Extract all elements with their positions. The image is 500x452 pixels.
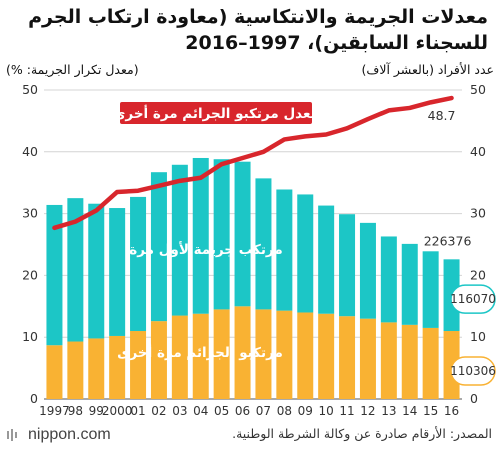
y-right-tick-label: 50 (470, 82, 486, 97)
right-axis-unit: (معدل تكرار الجريمة: %) (6, 62, 139, 77)
first-time-series-label: مرتكب جريمة لأول مرة (129, 241, 282, 258)
total-value-label: 226376 (424, 233, 472, 248)
y-left-tick-label: 30 (22, 206, 38, 221)
repeat-value-pill-border (450, 356, 496, 386)
bar-repeat-offenders (297, 312, 314, 399)
bar-repeat-offenders (401, 324, 418, 399)
bar-repeat-offenders (234, 306, 251, 399)
bar-first-time-offenders (234, 161, 251, 307)
rate-line (52, 95, 454, 231)
x-tick-label: 05 (214, 404, 229, 418)
bar-repeat-offenders (422, 327, 439, 399)
bar-first-time-offenders (192, 157, 209, 314)
repeat-value-pill-text: 110306 (450, 364, 496, 378)
y-left-tick-label: 20 (22, 267, 38, 282)
y-right-tick-label: 10 (470, 329, 486, 344)
x-tick-label: 13 (381, 404, 396, 418)
first-time-value-pill-text: 116070 (450, 292, 496, 306)
bar-first-time-offenders (339, 214, 356, 317)
x-tick-label: 03 (172, 404, 187, 418)
bar-repeat-offenders (255, 309, 272, 399)
y-right-tick-label: 40 (470, 144, 486, 159)
x-tick-label: 98 (68, 404, 83, 418)
x-tick-label: 16 (444, 404, 459, 418)
bar-repeat-offenders (150, 321, 167, 399)
x-tick-label: 09 (298, 404, 313, 418)
bar-first-time-offenders (422, 251, 439, 328)
x-tick-label: 99 (89, 404, 104, 418)
bar-first-time-offenders (67, 198, 84, 342)
x-tick-label: 02 (151, 404, 166, 418)
x-tick-label: 14 (402, 404, 417, 418)
bar-first-time-offenders (171, 164, 188, 316)
bar-repeat-offenders (213, 309, 230, 399)
y-right-tick-label: 30 (470, 206, 486, 221)
brand-icon (7, 429, 17, 441)
bar-first-time-offenders (255, 178, 272, 310)
x-tick-label: 2000 (102, 404, 133, 418)
brand-text: nippon.com (28, 426, 111, 443)
y-left-tick-label: 50 (22, 82, 38, 97)
x-tick-label: 07 (256, 404, 271, 418)
bar-first-time-offenders (213, 159, 230, 310)
repeat-value-pill: 110306 (450, 356, 496, 386)
x-tick-label: 10 (319, 404, 334, 418)
bar-first-time-offenders (318, 205, 335, 314)
bar-repeat-offenders (130, 331, 147, 399)
bar-first-time-offenders (380, 236, 397, 323)
bar-first-time-offenders (359, 222, 376, 319)
x-tick-label: 12 (360, 404, 375, 418)
bar-first-time-offenders (297, 194, 314, 313)
bar-first-time-offenders (130, 196, 147, 332)
x-tick-label: 15 (423, 404, 438, 418)
source-note: المصدر: الأرقام صادرة عن وكالة الشرطة ال… (232, 426, 492, 441)
rate-value-label: 48.7 (428, 108, 456, 123)
bar-repeat-offenders (318, 313, 335, 399)
y-right-tick-label: 20 (470, 267, 486, 282)
bar-repeat-offenders (380, 322, 397, 399)
bar-first-time-offenders (150, 172, 167, 322)
bar-repeat-offenders (109, 335, 126, 399)
x-tick-label: 11 (339, 404, 354, 418)
bar-repeat-offenders (88, 338, 105, 399)
first-time-value-pill-border (450, 284, 496, 314)
bar-first-time-offenders (109, 208, 126, 336)
x-tick-label: 04 (193, 404, 208, 418)
bar-first-time-offenders (46, 204, 63, 346)
repeat-series-label: مرتكبو الجرائم مرة أخرى (117, 344, 283, 361)
x-tick-label: 06 (235, 404, 250, 418)
bar-first-time-offenders (88, 203, 105, 339)
x-tick-label: 1997 (39, 404, 70, 418)
x-tick-label: 01 (130, 404, 145, 418)
rate-series-label: معدل مرتكبو الجرائم مرة أخرى (113, 105, 319, 122)
bar-repeat-offenders (192, 313, 209, 399)
chart-title: معدلات الجريمة والانتكاسية (معاودة ارتكا… (28, 6, 488, 54)
bar-first-time-offenders (276, 189, 293, 311)
y-left-tick-label: 40 (22, 144, 38, 159)
y-right-tick-label: 0 (470, 391, 478, 406)
bar-repeat-offenders (276, 310, 293, 399)
first-time-value-pill: 116070 (450, 284, 496, 314)
left-axis-unit: عدد الأفراد (بالعشر آلاف) (361, 62, 494, 77)
bar-repeat-offenders (46, 345, 63, 399)
bar-repeat-offenders (359, 318, 376, 399)
bar-repeat-offenders (171, 315, 188, 399)
y-left-tick-label: 0 (30, 391, 38, 406)
bar-first-time-offenders (401, 243, 418, 325)
bar-repeat-offenders (339, 316, 356, 399)
y-left-tick-label: 10 (22, 329, 38, 344)
rate-label-box (120, 102, 312, 124)
x-tick-label: 08 (277, 404, 292, 418)
brand-logo: nippon.com (6, 426, 111, 444)
bar-repeat-offenders (67, 341, 84, 399)
